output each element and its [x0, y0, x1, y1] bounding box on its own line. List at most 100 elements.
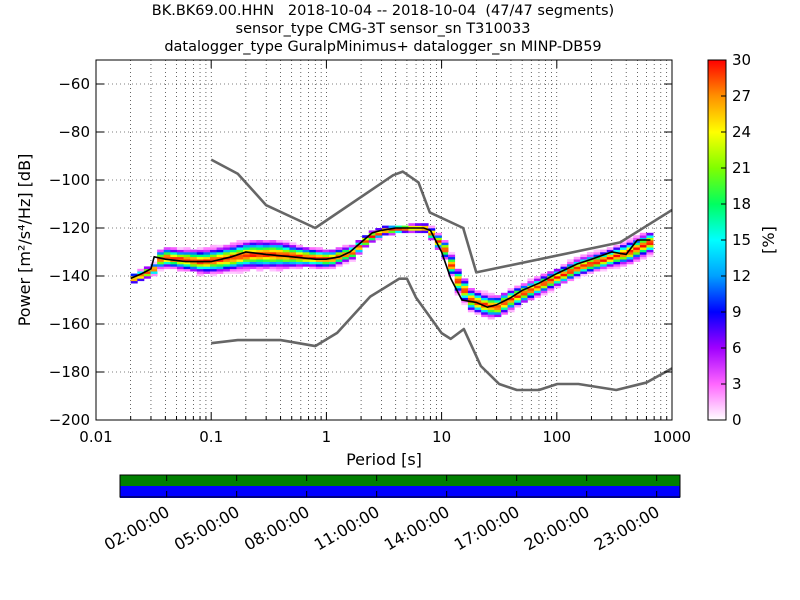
- heatmap-cell: [507, 290, 515, 294]
- heatmap-cell: [487, 295, 495, 298]
- heatmap-cell: [454, 271, 462, 274]
- heatmap-cell: [322, 256, 330, 260]
- heatmap-cell: [256, 261, 264, 265]
- heatmap-cell: [355, 249, 363, 253]
- heatmap-cell: [170, 266, 178, 270]
- heatmap-cell: [500, 304, 508, 308]
- heatmap-cell: [586, 264, 594, 267]
- heatmap-cell: [196, 254, 204, 258]
- heatmap-cell: [269, 261, 277, 265]
- heatmap-cell: [580, 256, 588, 260]
- heatmap-cell: [534, 295, 542, 298]
- x-tick-label: 1: [322, 428, 332, 446]
- heatmap-cell: [619, 261, 628, 265]
- heatmap-cell: [157, 264, 165, 267]
- colorbar-tick-label: 21: [732, 159, 751, 177]
- heatmap-cell: [289, 259, 297, 262]
- heatmap-cell: [415, 230, 423, 234]
- heatmap-cell: [295, 259, 304, 262]
- heatmap-cell: [196, 259, 204, 262]
- heatmap-cell: [348, 254, 356, 258]
- heatmap-cell: [547, 273, 555, 277]
- heatmap-cell: [560, 266, 568, 270]
- heatmap-cell: [210, 273, 218, 277]
- heatmap-cell: [494, 297, 502, 301]
- heatmap-cell: [355, 247, 363, 250]
- heatmap-cell: [190, 256, 198, 260]
- heatmap-cell: [481, 309, 489, 313]
- heatmap-cell: [223, 259, 231, 262]
- heatmap-cell: [586, 254, 594, 258]
- heatmap-cell: [395, 225, 403, 229]
- heatmap-cell: [507, 295, 515, 298]
- heatmap-cell: [454, 280, 462, 284]
- heatmap-cell: [560, 278, 568, 282]
- heatmap-cell: [256, 244, 264, 248]
- heatmap-cell: [295, 254, 304, 258]
- chart-title-line-1: BK.BK69.00.HHN 2018-10-04 -- 2018-10-04 …: [151, 3, 615, 19]
- heatmap-cell: [269, 268, 277, 272]
- heatmap-cell: [282, 247, 290, 250]
- heatmap-cell: [210, 256, 218, 260]
- heatmap-cell: [573, 256, 581, 260]
- heatmap-cell: [137, 278, 145, 282]
- heatmap-cell: [309, 259, 317, 262]
- heatmap-cell: [626, 242, 634, 246]
- heatmap-cell: [256, 259, 264, 262]
- heatmap-cell: [606, 264, 614, 267]
- heatmap-cell: [573, 273, 581, 277]
- heatmap-cell: [315, 247, 323, 250]
- heatmap-cell: [586, 268, 594, 272]
- heatmap-cell: [295, 252, 304, 255]
- heatmap-cell: [408, 225, 416, 229]
- heatmap-cell: [262, 256, 270, 260]
- heatmap-cell: [626, 244, 634, 248]
- heatmap-cell: [540, 285, 548, 289]
- heatmap-cell: [355, 240, 363, 243]
- heatmap-cell: [467, 309, 475, 313]
- heatmap-cell: [249, 242, 257, 246]
- colorbar-tick-label: 24: [732, 123, 751, 141]
- heatmap-cell: [600, 249, 608, 253]
- heatmap-cell: [454, 276, 462, 279]
- heatmap-cell: [236, 264, 244, 267]
- heatmap-cell: [289, 242, 297, 246]
- heatmap-cell: [560, 271, 568, 274]
- heatmap-cell: [282, 244, 290, 248]
- heatmap-cell: [461, 292, 469, 296]
- heatmap-cell: [229, 242, 237, 246]
- heatmap-cell: [329, 249, 337, 253]
- heatmap-cell: [593, 249, 601, 253]
- heatmap-cell: [606, 256, 614, 260]
- heatmap-cell: [487, 314, 495, 318]
- heatmap-cell: [223, 247, 231, 250]
- heatmap-cell: [282, 256, 290, 260]
- heatmap-cells: [130, 223, 654, 320]
- heatmap-cell: [494, 295, 502, 298]
- heatmap-cell: [309, 261, 317, 265]
- heatmap-cell: [243, 268, 251, 272]
- heatmap-cell: [626, 261, 634, 265]
- heatmap-cell: [567, 264, 575, 267]
- heatmap-cell: [540, 273, 548, 277]
- heatmap-cell: [329, 259, 337, 262]
- heatmap-cell: [348, 249, 356, 253]
- plot-frame: [95, 59, 673, 421]
- timeline-tick-label: 05:00:00: [171, 502, 243, 554]
- heatmap-cell: [481, 312, 489, 315]
- heatmap-cell: [190, 268, 198, 272]
- y-tick-label: −120: [49, 219, 90, 237]
- heatmap-cell: [183, 264, 191, 267]
- heatmap-cell: [408, 228, 416, 231]
- heatmap-cell: [474, 312, 482, 315]
- heatmap-cell: [573, 271, 581, 274]
- heatmap-cell: [401, 228, 409, 231]
- heatmap-cell: [269, 252, 277, 255]
- plot-area: [96, 60, 672, 420]
- heatmap-cell: [593, 261, 601, 265]
- heatmap-cell: [527, 295, 535, 298]
- heatmap-cell: [534, 288, 542, 291]
- x-tick-label: 0.01: [79, 428, 112, 446]
- heatmap-cell: [342, 256, 350, 260]
- heatmap-cell: [176, 261, 184, 265]
